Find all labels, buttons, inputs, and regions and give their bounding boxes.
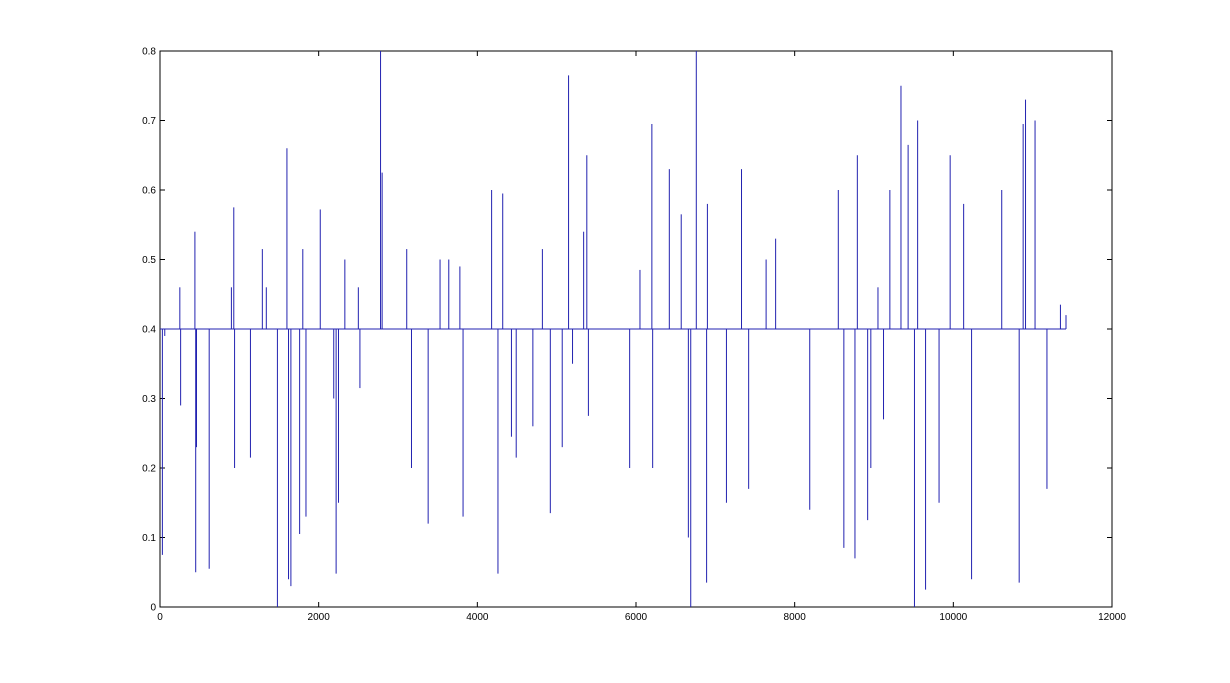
y-tick-label: 0.4 (142, 325, 156, 336)
y-tick-label: 0.2 (142, 464, 156, 475)
y-tick-label: 0.8 (142, 47, 156, 58)
y-tick-label: 0 (150, 603, 156, 614)
x-tick-label: 12000 (1098, 612, 1126, 623)
x-tick-label: 6000 (625, 612, 648, 623)
y-tick-label: 0.3 (142, 394, 156, 405)
y-tick-label: 0.5 (142, 255, 156, 266)
x-tick-label: 2000 (308, 612, 331, 623)
y-tick-label: 0.1 (142, 533, 156, 544)
x-tick-label: 8000 (784, 612, 807, 623)
x-tick-label: 10000 (939, 612, 967, 623)
x-tick-label: 4000 (466, 612, 489, 623)
x-tick-label: 0 (157, 612, 163, 623)
y-tick-label: 0.7 (142, 116, 156, 127)
y-tick-label: 0.6 (142, 186, 156, 197)
